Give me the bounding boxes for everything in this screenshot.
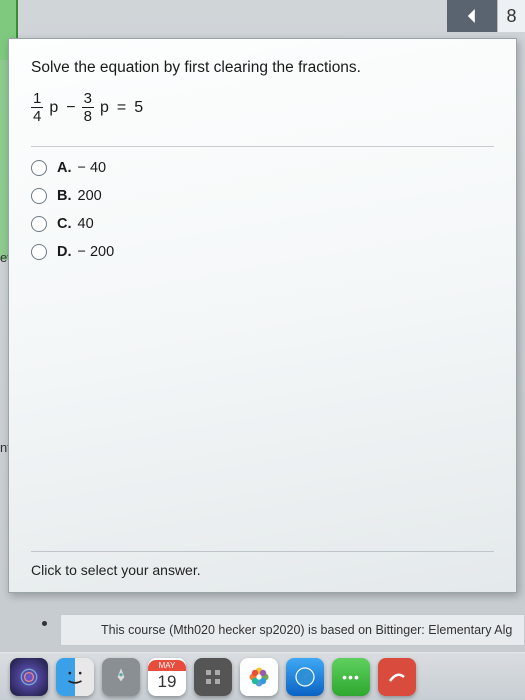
course-banner-text: This course (Mth020 hecker sp2020) is ba…	[101, 623, 512, 637]
option-c[interactable]: C.40	[31, 213, 494, 235]
variable-p-2: p	[100, 99, 109, 117]
equals-sign: =	[117, 99, 126, 117]
launchpad-icon[interactable]	[102, 658, 140, 696]
course-banner: This course (Mth020 hecker sp2020) is ba…	[60, 614, 525, 646]
fraction-2-den: 8	[84, 108, 92, 124]
finder-face-icon	[62, 664, 88, 690]
back-button[interactable]	[447, 0, 497, 32]
answer-options: A.− 40 B.200 C.40 D.− 200	[31, 157, 494, 263]
flower-icon	[247, 665, 271, 689]
footer-divider	[31, 551, 494, 552]
option-b-label: B.200	[57, 188, 102, 204]
divider	[31, 146, 494, 147]
app-box-icon[interactable]	[194, 658, 232, 696]
page-number: 8	[497, 0, 525, 32]
option-a[interactable]: A.− 40	[31, 157, 494, 179]
option-d-label: D.− 200	[57, 244, 114, 260]
option-a-label: A.− 40	[57, 160, 106, 176]
finder-icon[interactable]	[56, 658, 94, 696]
fraction-1-num: 1	[31, 91, 43, 108]
radio-icon	[31, 216, 47, 232]
dots-icon: •••	[342, 669, 360, 685]
equation: 1 4 p − 3 8 p = 5	[31, 91, 494, 124]
variable-p-1: p	[49, 99, 58, 117]
question-card: Solve the equation by first clearing the…	[8, 38, 517, 593]
minus-sign: −	[66, 99, 75, 117]
answer-hint: Click to select your answer.	[31, 562, 201, 578]
fraction-2-num: 3	[82, 91, 94, 108]
dock: MAY 19 •••	[0, 652, 525, 700]
messages-icon[interactable]: •••	[332, 658, 370, 696]
calendar-icon[interactable]: MAY 19	[148, 658, 186, 696]
option-b[interactable]: B.200	[31, 185, 494, 207]
radio-icon	[31, 160, 47, 176]
siri-swirl-icon	[18, 666, 40, 688]
question-prompt: Solve the equation by first clearing the…	[31, 59, 494, 77]
grid-icon	[203, 667, 223, 687]
radio-icon	[31, 188, 47, 204]
option-c-label: C.40	[57, 216, 94, 232]
siri-icon[interactable]	[10, 658, 48, 696]
swoosh-icon	[387, 667, 407, 687]
safari-icon[interactable]	[286, 658, 324, 696]
calendar-month: MAY	[148, 660, 186, 671]
compass-icon	[293, 665, 317, 689]
rocket-icon	[110, 666, 132, 688]
fraction-1-den: 4	[33, 108, 41, 124]
fraction-1: 1 4	[31, 91, 43, 124]
rhs-value: 5	[134, 99, 143, 117]
back-arrow-icon	[465, 9, 479, 23]
option-d[interactable]: D.− 200	[31, 241, 494, 263]
radio-icon	[31, 244, 47, 260]
calendar-day: 19	[158, 671, 177, 693]
photos-icon[interactable]	[240, 658, 278, 696]
bg-dot	[42, 621, 47, 626]
fraction-2: 3 8	[82, 91, 94, 124]
app-red-icon[interactable]	[378, 658, 416, 696]
